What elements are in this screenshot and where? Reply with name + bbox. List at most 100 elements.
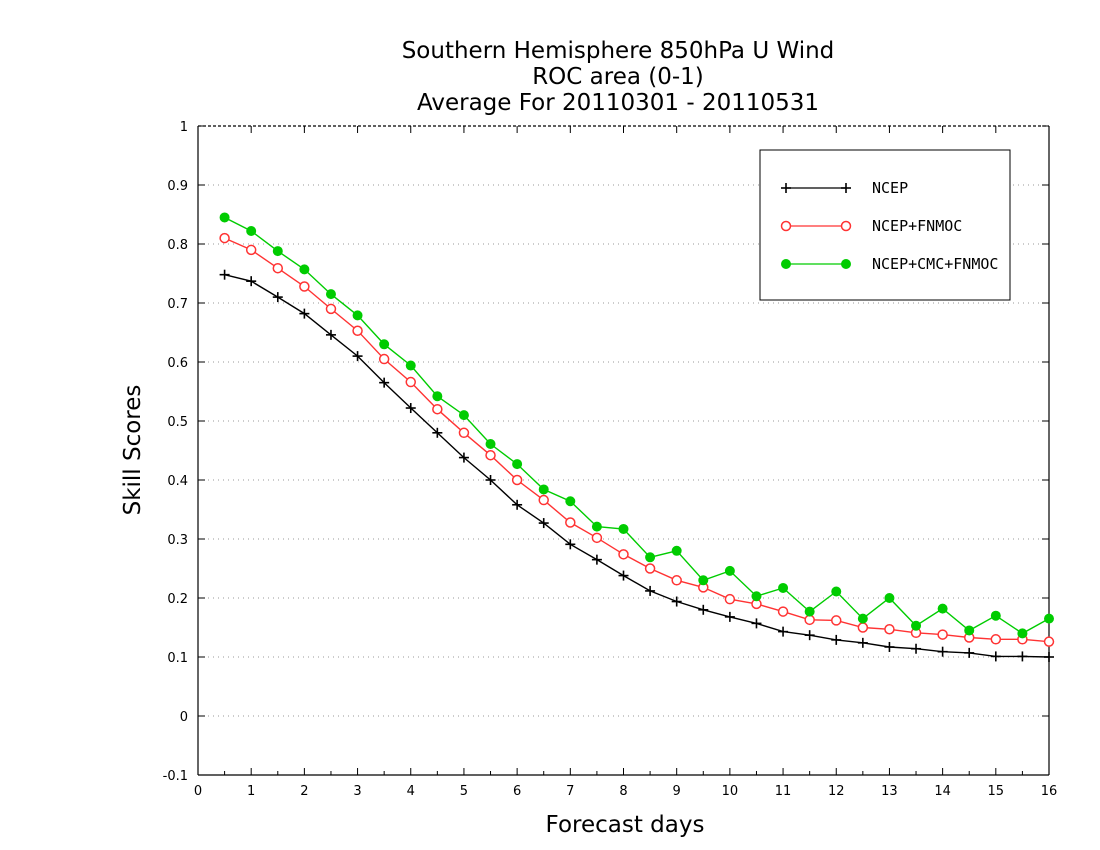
- x-tick-label-14: 14: [934, 784, 951, 799]
- data-point-s2-8: [432, 391, 443, 402]
- data-point-s2-17: [671, 545, 682, 556]
- x-axis-title: Forecast days: [546, 812, 705, 838]
- legend-label-ncep-fnmoc: NCEP+FNMOC: [872, 217, 962, 235]
- data-point-s1-25: [884, 624, 895, 635]
- data-point-s2-22: [804, 606, 815, 617]
- data-point-s2-5: [352, 310, 363, 321]
- data-point-s0-24: [857, 637, 868, 648]
- data-point-s1-31: [1043, 636, 1055, 647]
- data-point-s2-16: [645, 552, 656, 563]
- data-point-s0-27: [937, 646, 948, 657]
- data-point-s2-12: [538, 484, 549, 495]
- data-point-s2-29: [990, 610, 1001, 621]
- data-point-s1-17: [671, 575, 682, 586]
- data-point-s0-1: [246, 276, 257, 287]
- data-point-s0-29: [990, 651, 1001, 662]
- data-point-s0-28: [964, 647, 975, 658]
- data-point-s1-4: [325, 303, 337, 315]
- x-tick-label-4: 4: [407, 784, 415, 799]
- data-point-s0-6: [379, 377, 390, 388]
- y-tick-label-5: 0.4: [167, 474, 188, 489]
- data-point-s2-13: [565, 496, 576, 507]
- series-2: [219, 212, 1054, 639]
- data-point-s1-11: [511, 474, 523, 486]
- y-tick-label-2: 0.1: [167, 651, 188, 666]
- legend-label-ncep-cmc-fnmoc: NCEP+CMC+FNMOC: [872, 255, 998, 273]
- data-point-s1-6: [378, 353, 390, 365]
- data-point-s2-20: [751, 591, 762, 602]
- data-point-s0-7: [405, 403, 416, 414]
- data-point-s2-31: [1044, 613, 1054, 624]
- legend-marker-left-0: [781, 183, 791, 193]
- series-group: [219, 212, 1055, 662]
- x-axis-ticks: 0 1 2 3 4 5 6 7 8 9 10 11 12 13 14 15 16: [194, 126, 1057, 799]
- data-point-s0-9: [458, 452, 469, 463]
- data-point-s0-19: [724, 611, 735, 622]
- y-tick-label-11: 1: [180, 120, 188, 135]
- data-point-s0-14: [591, 554, 602, 565]
- data-point-s1-22: [804, 614, 815, 626]
- data-point-s1-3: [299, 281, 310, 292]
- data-point-s2-26: [911, 620, 922, 631]
- legend-markers: [780, 183, 852, 269]
- x-tick-label-10: 10: [722, 784, 739, 799]
- x-tick-label-5: 5: [460, 784, 468, 799]
- data-point-s1-10: [485, 449, 496, 461]
- data-point-s0-0: [219, 269, 230, 280]
- data-point-s1-15: [618, 549, 629, 560]
- data-point-s1-14: [591, 532, 603, 544]
- data-point-s2-4: [325, 289, 336, 300]
- y-tick-label-10: 0.9: [167, 179, 188, 194]
- y-tick-label-1: 0: [180, 710, 188, 725]
- legend-marker-right-0: [841, 183, 851, 193]
- x-tick-label-3: 3: [353, 784, 361, 799]
- legend: NCEP NCEP+FNMOC NCEP+CMC+FNMOC: [759, 149, 1011, 301]
- data-point-s2-10: [485, 439, 496, 450]
- data-point-s1-13: [565, 517, 576, 528]
- chart-title-line-2: ROC area (0-1): [532, 64, 704, 90]
- data-point-s2-7: [405, 360, 416, 371]
- x-tick-label-8: 8: [619, 784, 627, 799]
- x-tick-label-12: 12: [828, 784, 845, 799]
- data-point-s0-31: [1044, 652, 1054, 662]
- data-point-s0-16: [645, 585, 656, 596]
- data-point-s1-23: [831, 615, 842, 626]
- data-point-s2-23: [831, 586, 842, 597]
- x-tick-label-13: 13: [881, 784, 898, 799]
- grid-lines: [198, 184, 1049, 717]
- legend-marker-right-1: [840, 220, 852, 232]
- series-0: [219, 269, 1054, 662]
- data-point-s2-6: [379, 339, 390, 350]
- legend-marker-right-2: [841, 259, 851, 269]
- data-point-s1-8: [432, 403, 443, 415]
- data-point-s1-5: [352, 325, 363, 336]
- series-1: [219, 232, 1055, 647]
- data-point-s2-30: [1017, 628, 1028, 639]
- data-point-s0-10: [485, 475, 496, 485]
- y-axis-title: Skill Scores: [120, 385, 146, 516]
- data-point-s1-0: [219, 232, 230, 244]
- data-point-s1-9: [458, 427, 470, 439]
- data-point-s0-26: [911, 643, 922, 654]
- data-point-s1-21: [777, 606, 789, 617]
- data-point-s2-9: [458, 410, 469, 421]
- data-point-s1-19: [724, 593, 736, 605]
- data-point-s0-3: [299, 308, 310, 319]
- y-tick-label-8: 0.7: [167, 297, 188, 312]
- data-point-s0-5: [352, 351, 363, 362]
- x-tick-label-2: 2: [300, 784, 308, 799]
- data-point-s1-27: [937, 629, 948, 640]
- series-line-2: [224, 216, 1050, 635]
- data-point-s0-23: [831, 634, 842, 645]
- y-tick-label-0: -0.1: [163, 769, 188, 784]
- x-tick-label-11: 11: [775, 784, 792, 799]
- data-point-s2-11: [512, 459, 523, 470]
- x-tick-label-16: 16: [1041, 784, 1058, 799]
- data-point-s1-1: [245, 244, 257, 256]
- data-point-s0-20: [751, 618, 762, 629]
- data-point-s1-2: [272, 262, 284, 274]
- chart-title-group: Southern Hemisphere 850hPa U Wind ROC ar…: [402, 38, 835, 116]
- data-point-s0-11: [512, 499, 523, 510]
- y-tick-label-3: 0.2: [167, 592, 188, 607]
